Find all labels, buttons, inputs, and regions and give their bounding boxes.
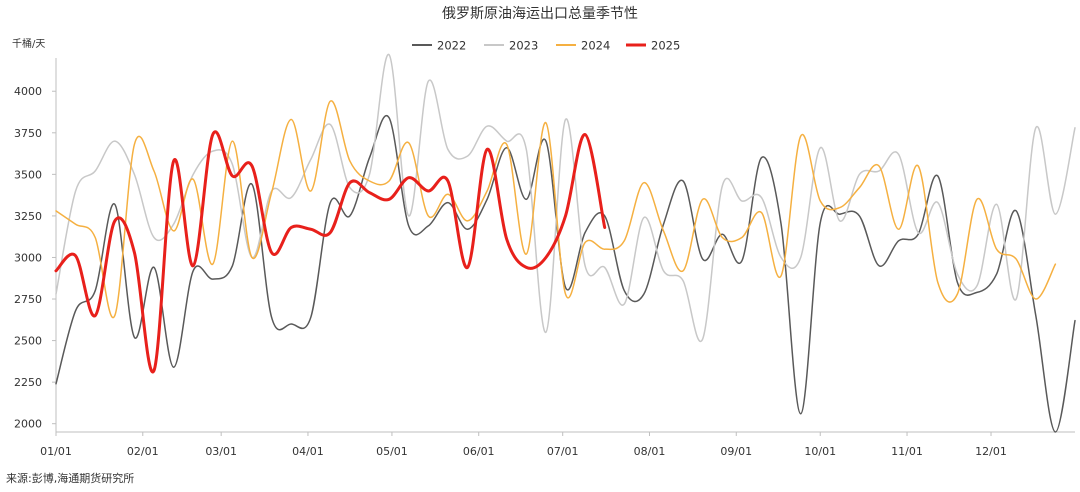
- series-line-2025: [54, 130, 607, 374]
- y-tick-label: 2500: [14, 335, 42, 348]
- chart-title: 俄罗斯原油海运出口总量季节性: [442, 6, 638, 22]
- x-tick-label: 01/01: [40, 445, 72, 458]
- series-line-2022: [55, 114, 1076, 433]
- y-tick-label: 3500: [14, 168, 42, 181]
- y-tick-label: 2000: [14, 418, 42, 431]
- y-tick-label: 3750: [14, 127, 42, 140]
- legend-label-2022: 2022: [437, 39, 466, 53]
- legend-label-2025: 2025: [651, 39, 680, 53]
- y-tick-label: 4000: [14, 85, 42, 98]
- y-tick-label: 2250: [14, 376, 42, 389]
- x-tick-label: 05/01: [376, 445, 408, 458]
- legend-label-2023: 2023: [509, 39, 538, 53]
- x-tick-label: 11/01: [891, 445, 923, 458]
- y-tick-label: 3250: [14, 210, 42, 223]
- x-tick-label: 07/01: [547, 445, 579, 458]
- x-tick-labels: 01/01 02/01 03/01 04/01 05/01 06/01 07/01 08/01…: [40, 432, 1007, 458]
- series-line-2024: [55, 100, 1057, 319]
- y-tick-label: 3000: [14, 251, 42, 264]
- y-tick-label: 2750: [14, 293, 42, 306]
- x-tick-label: 04/01: [292, 445, 324, 458]
- legend-label-2024: 2024: [581, 39, 610, 53]
- x-tick-label: 10/01: [804, 445, 836, 458]
- y-axis-unit-label: 千桶/天: [12, 37, 45, 50]
- x-tick-label: 12/01: [975, 445, 1007, 458]
- series-line-2023: [55, 53, 1076, 343]
- x-tick-label: 06/01: [463, 445, 495, 458]
- y-tick-labels: 2000 2250 2500 2750 3000 3250 3500 3750 4000: [14, 85, 56, 431]
- x-tick-label: 02/01: [127, 445, 159, 458]
- x-tick-label: 03/01: [205, 445, 237, 458]
- source-note: 来源:彭博,海通期货研究所: [6, 472, 135, 485]
- x-tick-label: 08/01: [634, 445, 666, 458]
- x-tick-label: 09/01: [720, 445, 752, 458]
- legend: 2022 2023 2024 2025: [412, 39, 680, 53]
- series-lines: [54, 53, 1076, 433]
